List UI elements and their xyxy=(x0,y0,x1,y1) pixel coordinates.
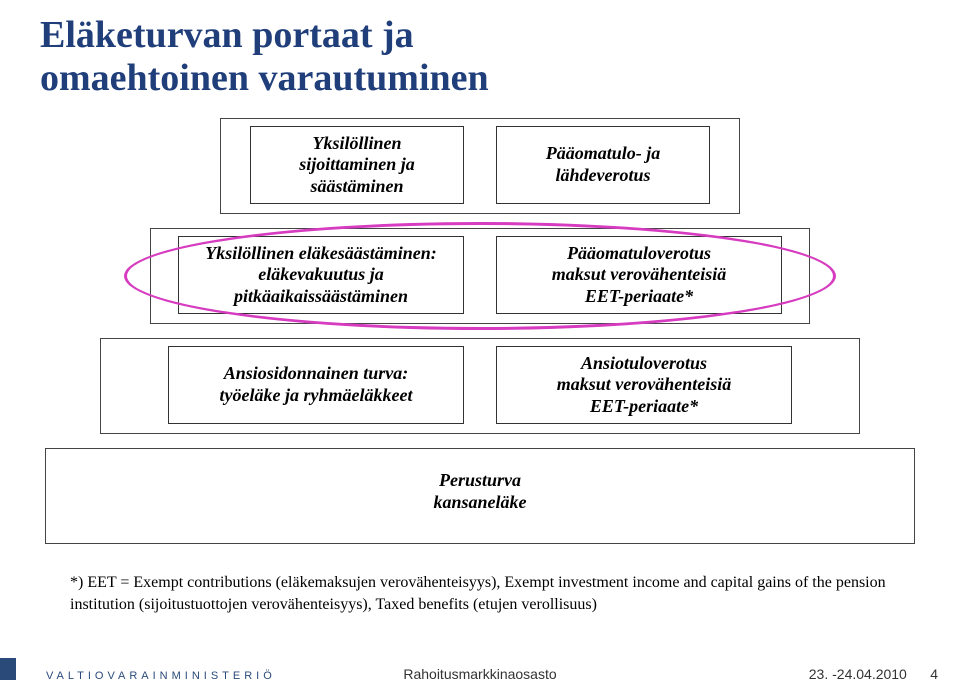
tier-3-label: Perusturvakansaneläke xyxy=(433,470,526,513)
footnote: *) EET = Exempt contributions (eläkemaks… xyxy=(70,572,890,615)
pyramid-diagram: Yksilöllinensijoittaminen jasäästäminen P… xyxy=(0,112,960,552)
footer-date: 23. -24.04.2010 xyxy=(809,666,907,682)
tier-0-right-box: Pääomatulo- jalähdeverotus xyxy=(496,126,710,204)
slide-title: Eläketurvan portaat ja omaehtoinen varau… xyxy=(40,14,560,99)
footer-center: Rahoitusmarkkinaosasto xyxy=(403,666,556,682)
tier-0-pair: Yksilöllinensijoittaminen jasäästäminen P… xyxy=(250,126,710,204)
footer-accent-bar xyxy=(0,658,16,680)
slide: Eläketurvan portaat ja omaehtoinen varau… xyxy=(0,0,960,692)
highlight-ellipse xyxy=(124,222,836,330)
tier-2-pair: Ansiosidonnainen turva:työeläke ja ryhmä… xyxy=(168,346,792,424)
tier-2-right-box: Ansiotuloverotusmaksut verovähenteisiäEE… xyxy=(496,346,792,424)
footer-logo: VALTIOVARAINMINISTERIÖ xyxy=(46,670,276,682)
footer-page: 4 xyxy=(930,666,938,682)
tier-2-left-box: Ansiosidonnainen turva:työeläke ja ryhmä… xyxy=(168,346,464,424)
tier-0-left-box: Yksilöllinensijoittaminen jasäästäminen xyxy=(250,126,464,204)
footer: VALTIOVARAINMINISTERIÖ Rahoitusmarkkinao… xyxy=(0,660,960,692)
footer-right: 23. -24.04.2010 4 xyxy=(809,666,938,682)
